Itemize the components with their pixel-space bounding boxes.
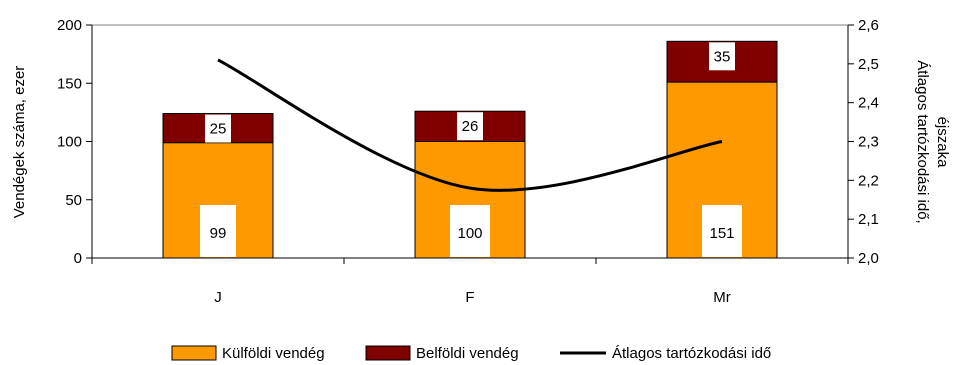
value-label-box [200, 205, 236, 257]
value-label: 26 [462, 118, 479, 135]
y-tick-label-left: 200 [57, 17, 82, 34]
legend-label-atlag: Átlagos tartózkodási idő [612, 345, 771, 362]
value-label: 151 [709, 225, 734, 242]
y-tick-label-right: 2,3 [858, 134, 879, 151]
y-axis-right-label-line1: Átlagos tartózkodási idő, [914, 60, 931, 223]
legend-swatch-kulfoldi [171, 345, 217, 361]
y-tick-label-left: 0 [74, 250, 82, 267]
legend-label-belfoldi: Belföldi vendég [416, 345, 519, 362]
y-tick-label-right: 2,2 [858, 172, 879, 189]
y-tick-label-right: 2,0 [858, 250, 879, 267]
y-tick-label-right: 2,4 [858, 95, 879, 112]
x-tick-label: F [465, 289, 474, 306]
legend-swatch-belfoldi [365, 345, 411, 361]
y-axis-left-label: Vendégek száma, ezer [11, 66, 28, 219]
legend-label-kulfoldi: Külföldi vendég [222, 345, 325, 362]
x-tick-label: Mr [713, 289, 731, 306]
y-tick-label-right: 2,5 [858, 56, 879, 73]
legend: Külföldi vendég Belföldi vendég Átlagos … [171, 345, 771, 362]
y-tick-label-left: 50 [65, 192, 82, 209]
y-axis-right-label-line2: éjszaka [934, 117, 951, 169]
value-label: 99 [210, 225, 227, 242]
value-label-box [450, 205, 490, 257]
value-label: 100 [457, 225, 482, 242]
y-tick-label-left: 150 [57, 75, 82, 92]
y-tick-label-right: 2,6 [858, 17, 879, 34]
y-tick-label-right: 2,1 [858, 211, 879, 228]
value-label-box [205, 114, 231, 143]
y-tick-label-left: 100 [57, 134, 82, 151]
value-label-box [702, 205, 742, 257]
value-label-box [709, 42, 735, 71]
value-label: 25 [210, 121, 227, 138]
value-label: 35 [714, 48, 731, 65]
x-tick-label: J [214, 289, 222, 306]
series-line-atlag [217, 58, 723, 192]
value-label-box [457, 112, 483, 141]
